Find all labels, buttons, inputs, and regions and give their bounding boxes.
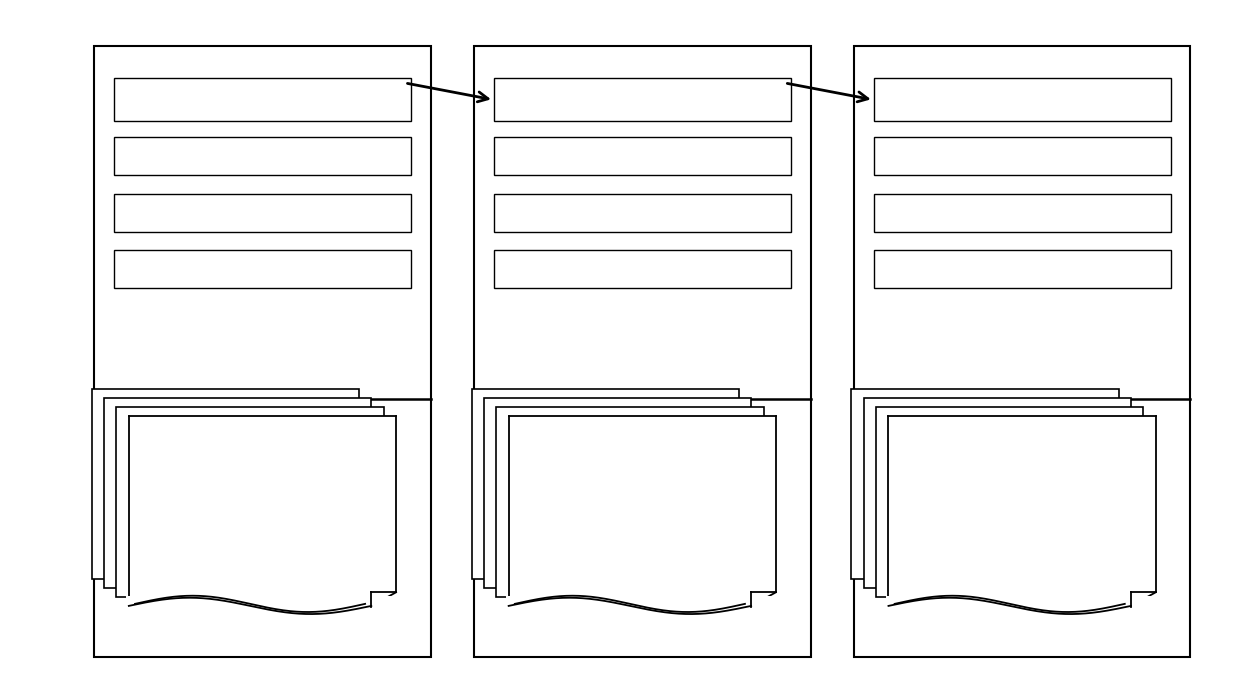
Bar (508, 416, 776, 606)
Bar (494, 137, 791, 175)
Bar (874, 250, 1171, 288)
Bar (126, 595, 398, 612)
Bar (506, 595, 779, 612)
Bar (864, 398, 1131, 589)
Bar (494, 250, 791, 288)
Bar (854, 46, 1190, 657)
Bar (496, 407, 764, 597)
Bar (889, 416, 1156, 606)
Bar (494, 78, 791, 121)
Bar (129, 416, 396, 606)
Bar (874, 194, 1171, 232)
Bar (114, 194, 410, 232)
Bar (117, 407, 383, 597)
Bar (114, 137, 410, 175)
Bar (471, 389, 739, 580)
Bar (92, 389, 358, 580)
Bar (494, 194, 791, 232)
Bar (874, 78, 1171, 121)
Bar (887, 595, 1158, 612)
Bar (877, 407, 1143, 597)
Bar (104, 398, 371, 589)
Bar (114, 78, 410, 121)
Bar (874, 137, 1171, 175)
Bar (852, 389, 1118, 580)
Bar (94, 46, 430, 657)
Bar (474, 46, 811, 657)
Bar (114, 250, 410, 288)
Bar (484, 398, 751, 589)
